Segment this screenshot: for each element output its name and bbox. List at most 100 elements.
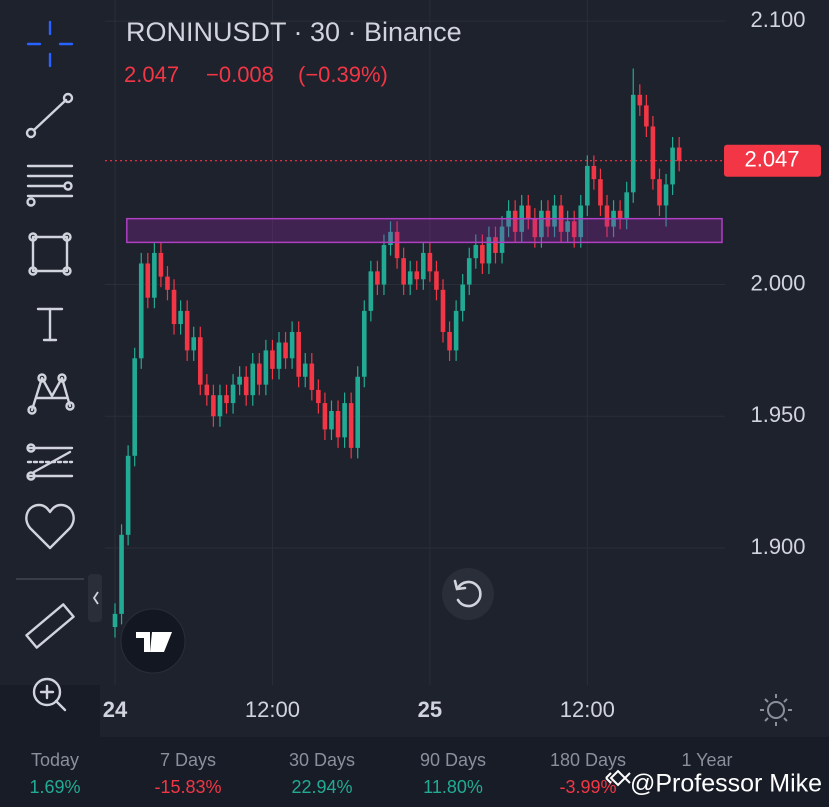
- support-zone: [126, 217, 723, 244]
- watermark: @Professor Mike: [605, 769, 822, 798]
- candle-body: [512, 210, 518, 232]
- candle-body: [427, 252, 433, 272]
- candle-body: [138, 263, 144, 359]
- candle-body: [302, 363, 308, 377]
- candle-body: [309, 363, 315, 390]
- grid: [105, 0, 725, 685]
- collapse-tab[interactable]: [88, 574, 102, 622]
- candle-body: [440, 289, 446, 332]
- trendline-tool[interactable]: [25, 92, 74, 139]
- candle-body: [394, 231, 400, 259]
- candle-body: [539, 210, 544, 238]
- candle-body: [414, 271, 420, 280]
- reset-button[interactable]: [442, 568, 494, 620]
- candle-body: [283, 342, 288, 359]
- period-label: 30 Days: [289, 750, 355, 770]
- price-change-percent: (−0.39%): [298, 62, 388, 87]
- candle-body: [178, 310, 183, 325]
- zoom-tool[interactable]: [32, 677, 67, 712]
- candle-body: [355, 376, 361, 448]
- price-label: 2.047: [744, 147, 799, 172]
- candle-body: [296, 331, 301, 377]
- candle-body: [585, 165, 590, 206]
- candle-body: [421, 252, 426, 280]
- candle-body: [598, 179, 603, 206]
- candle-body: [237, 376, 242, 385]
- toolbar-footer: [0, 685, 100, 737]
- candle-body: [532, 218, 538, 238]
- last-price: 2.047: [124, 62, 179, 87]
- rectangle-tool[interactable]: [28, 232, 72, 276]
- candle-body: [453, 310, 459, 351]
- x-tick-label: 25: [418, 697, 442, 722]
- candle-body: [460, 284, 465, 311]
- x-tick-label: 24: [103, 697, 128, 722]
- candle-body: [637, 94, 643, 106]
- candle-body: [152, 252, 157, 298]
- candle-body: [243, 376, 249, 396]
- candle-body: [368, 271, 374, 311]
- watermark-text: @Professor Mike: [630, 770, 822, 798]
- candle-body: [565, 221, 570, 232]
- candle-body: [493, 237, 498, 253]
- candle-body: [158, 252, 164, 277]
- favorites-tool[interactable]: [25, 503, 75, 550]
- candle-body: [197, 337, 203, 385]
- candle-body: [230, 384, 236, 404]
- pattern-tool[interactable]: [27, 373, 75, 415]
- candle-body: [335, 411, 341, 438]
- text-tool[interactable]: [36, 307, 64, 342]
- period-value: -3.99%: [559, 777, 616, 797]
- crosshair-tool[interactable]: [26, 20, 74, 68]
- y-tick-label: 2.000: [750, 270, 805, 295]
- candle-body: [499, 226, 505, 253]
- candle-body: [630, 94, 636, 193]
- candle-body: [184, 310, 190, 351]
- candle-body: [375, 271, 380, 285]
- candle-body: [132, 358, 137, 456]
- candle-body: [348, 403, 354, 448]
- candle-body: [145, 263, 151, 298]
- candle-body: [552, 205, 557, 227]
- candle-body: [276, 342, 282, 369]
- y-tick-label: 1.900: [750, 534, 805, 559]
- candle-body: [473, 245, 479, 259]
- candle-body: [381, 245, 387, 285]
- period-label: 7 Days: [160, 750, 216, 770]
- ruler-tool[interactable]: [25, 603, 75, 649]
- candle-body: [676, 147, 682, 161]
- candle-body: [604, 205, 610, 227]
- candle-body: [112, 613, 118, 628]
- y-tick-label: 1.950: [750, 402, 805, 427]
- candle-body: [644, 105, 649, 127]
- y-tick-label: 2.100: [750, 7, 805, 32]
- chart-title: RONINUSDT · 30 · Binance: [126, 17, 462, 47]
- candle-body: [624, 192, 629, 219]
- forecast-tool[interactable]: [26, 443, 74, 481]
- candle-body: [165, 276, 170, 290]
- x-tick-label: 12:00: [560, 697, 615, 722]
- candle-body: [663, 184, 669, 206]
- candle-body: [670, 147, 675, 185]
- candle-body: [480, 245, 485, 264]
- candle-body: [466, 258, 472, 285]
- settings-button[interactable]: [760, 694, 792, 726]
- candle-body: [407, 271, 413, 285]
- candle-body: [250, 363, 256, 396]
- candle-body: [388, 231, 393, 246]
- candle-body: [217, 395, 223, 417]
- candle-body: [434, 271, 439, 290]
- candle-body: [401, 258, 406, 285]
- candle-body: [578, 205, 584, 238]
- period-value: -15.83%: [154, 777, 221, 797]
- candle-body: [650, 126, 656, 180]
- fib-tool[interactable]: [26, 164, 74, 207]
- period-label: Today: [31, 750, 79, 770]
- period-value: 22.94%: [291, 777, 352, 797]
- candle-body: [204, 384, 210, 396]
- candle-body: [257, 363, 262, 385]
- period-value: 1.69%: [29, 777, 80, 797]
- toolbar: [16, 20, 102, 712]
- candle-body: [617, 210, 623, 219]
